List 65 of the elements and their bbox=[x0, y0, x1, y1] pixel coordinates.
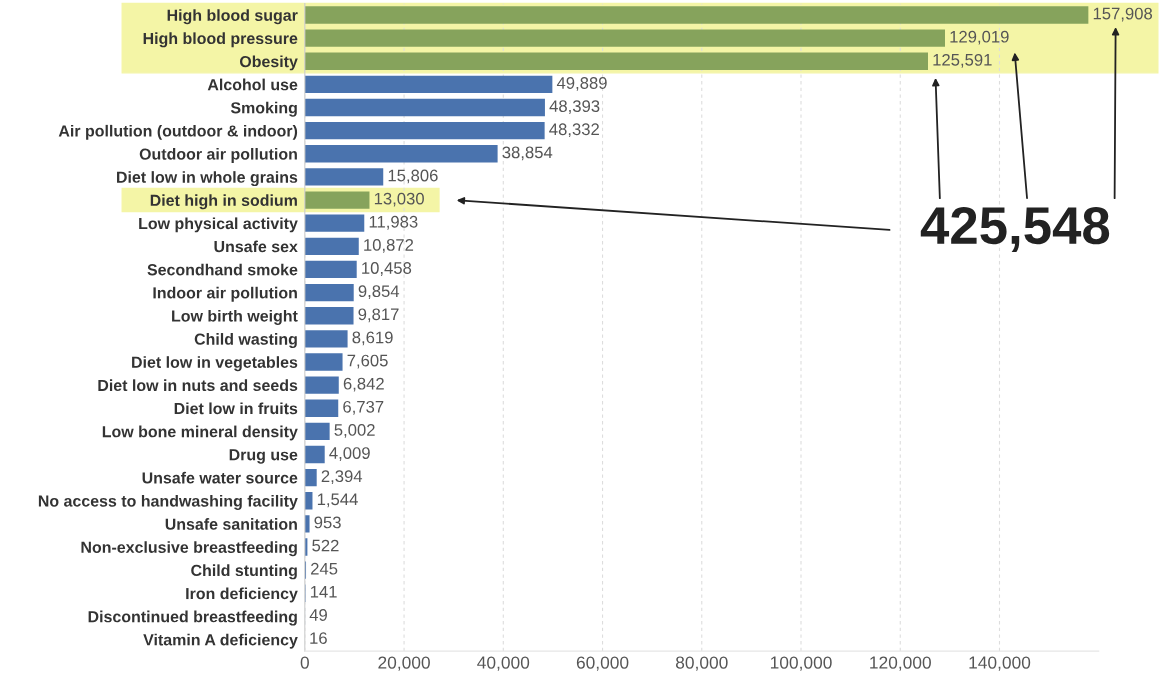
x-tick-label: 20,000 bbox=[378, 656, 430, 671]
y-tick-label: Child stunting bbox=[191, 564, 297, 580]
y-tick-label: High blood sugar bbox=[167, 9, 298, 25]
x-tick-label: 100,000 bbox=[770, 656, 832, 671]
y-tick-label: Drug use bbox=[229, 449, 298, 464]
data-label: 6,842 bbox=[343, 377, 384, 392]
data-label: 9,817 bbox=[358, 308, 399, 323]
y-tick-label: Low physical activity bbox=[139, 217, 298, 233]
data-label: 10,458 bbox=[362, 262, 412, 276]
y-tick-label: Child wasting bbox=[194, 333, 297, 349]
y-tick-label: Low birth weight bbox=[172, 309, 298, 325]
y-tick-label: Air pollution (outdoor & indoor) bbox=[58, 124, 298, 140]
y-tick-label: Secondhand smoke bbox=[147, 263, 298, 276]
y-tick-label: Diet low in whole grains bbox=[117, 171, 298, 187]
data-label: 5,002 bbox=[334, 424, 375, 438]
y-tick-label: Diet low in vegetables bbox=[132, 356, 298, 372]
data-label: 9,854 bbox=[358, 285, 400, 300]
data-label: 2,394 bbox=[321, 470, 363, 485]
y-tick-label: Alcohol use bbox=[207, 78, 298, 91]
y-tick-label: Non-exclusive breastfeeding bbox=[81, 541, 297, 557]
data-label: 38,854 bbox=[502, 146, 553, 161]
y-tick-label: No access to handwashing facility bbox=[38, 494, 298, 510]
data-label: 15,806 bbox=[388, 169, 438, 184]
y-tick-label: Unsafe sanitation bbox=[165, 518, 297, 530]
x-tick-label: 60,000 bbox=[576, 656, 629, 671]
x-tick-label: 140,000 bbox=[969, 656, 1031, 671]
x-tick-label: 40,000 bbox=[477, 656, 530, 671]
data-label: 49 bbox=[309, 609, 327, 621]
x-tick-label: 120,000 bbox=[870, 656, 931, 671]
data-label: 141 bbox=[310, 586, 337, 598]
data-label: 48,332 bbox=[549, 123, 599, 138]
data-label: 11,983 bbox=[369, 215, 418, 230]
y-tick-label: Diet low in nuts and seeds bbox=[98, 379, 298, 392]
data-label: 48,393 bbox=[549, 100, 600, 114]
y-tick-label: Obesity bbox=[239, 55, 298, 71]
data-label: 522 bbox=[312, 539, 339, 552]
y-tick-label: Iron deficiency bbox=[186, 587, 298, 603]
y-tick-label: Unsafe water source bbox=[142, 471, 298, 484]
data-label: 125,591 bbox=[933, 53, 992, 68]
data-label: 157,908 bbox=[1093, 7, 1153, 22]
y-tick-label: Unsafe sex bbox=[214, 240, 298, 253]
y-tick-label: Vitamin A deficiency bbox=[143, 633, 298, 649]
data-label: 13,030 bbox=[374, 192, 424, 207]
data-label: 6,737 bbox=[343, 400, 384, 415]
y-tick-label: Diet high in sodium bbox=[150, 194, 297, 210]
data-label: 245 bbox=[311, 562, 338, 575]
y-tick-label: Outdoor air pollution bbox=[139, 148, 297, 163]
y-tick-label: Smoking bbox=[230, 101, 297, 117]
y-tick-label: Indoor air pollution bbox=[153, 286, 297, 302]
y-tick-label: Low bone mineral density bbox=[102, 425, 298, 441]
x-tick-label: 80,000 bbox=[675, 656, 728, 671]
x-tick-label: 0 bbox=[300, 656, 309, 669]
data-label: 129,019 bbox=[950, 30, 1009, 45]
data-label: 8,619 bbox=[352, 331, 393, 346]
annotation: 425,548 bbox=[920, 206, 1110, 252]
y-tick-label: High blood pressure bbox=[143, 32, 298, 48]
data-label: 49,889 bbox=[556, 77, 607, 91]
data-label: 953 bbox=[314, 516, 341, 529]
data-label: 10,872 bbox=[364, 238, 414, 253]
data-label: 4,009 bbox=[329, 447, 370, 461]
data-label: 1,544 bbox=[317, 493, 358, 508]
data-label: 7,605 bbox=[347, 354, 388, 369]
y-tick-label: Discontinued breastfeeding bbox=[88, 610, 297, 626]
y-tick-label: Diet low in fruits bbox=[174, 402, 298, 415]
data-label: 16 bbox=[310, 632, 327, 645]
